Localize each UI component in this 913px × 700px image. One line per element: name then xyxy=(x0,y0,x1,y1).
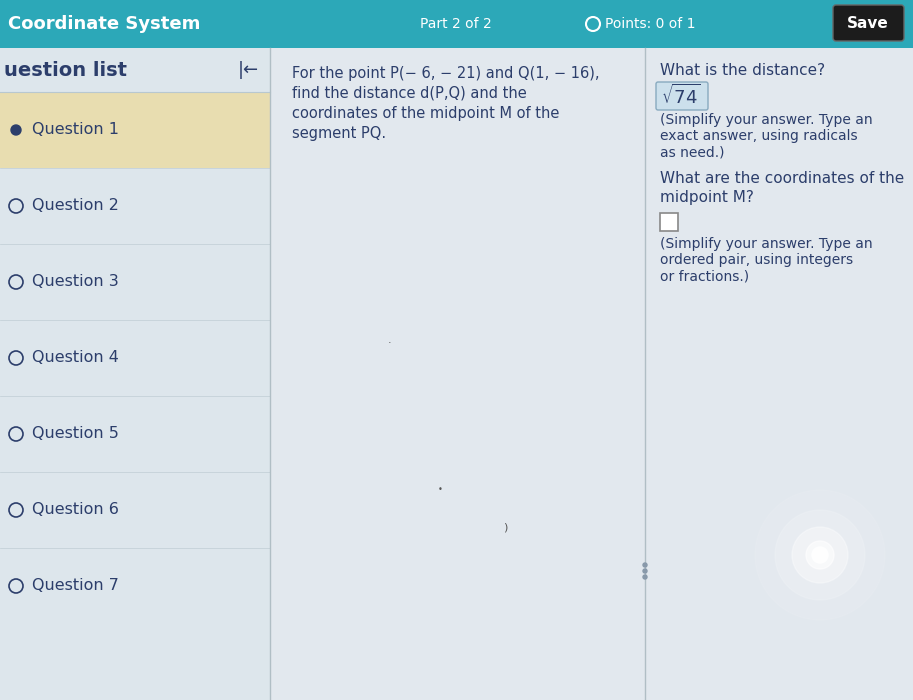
Text: $\sqrt{74}$: $\sqrt{74}$ xyxy=(661,84,701,108)
Text: Part 2 of 2: Part 2 of 2 xyxy=(420,17,492,31)
Text: exact answer, using radicals: exact answer, using radicals xyxy=(660,129,857,143)
FancyBboxPatch shape xyxy=(270,48,645,700)
Circle shape xyxy=(775,510,865,600)
Text: Points: 0 of 1: Points: 0 of 1 xyxy=(605,17,696,31)
Text: •: • xyxy=(437,486,443,494)
Text: or fractions.): or fractions.) xyxy=(660,269,750,283)
Circle shape xyxy=(643,575,647,579)
Text: .: . xyxy=(388,335,392,345)
Text: coordinates of the midpoint M of the: coordinates of the midpoint M of the xyxy=(292,106,560,121)
FancyBboxPatch shape xyxy=(0,48,270,92)
Text: Question 6: Question 6 xyxy=(32,503,119,517)
Text: midpoint M?: midpoint M? xyxy=(660,190,754,205)
Circle shape xyxy=(11,125,21,135)
Text: Question 1: Question 1 xyxy=(32,122,119,137)
Text: Save: Save xyxy=(847,17,889,32)
Text: Question 2: Question 2 xyxy=(32,199,119,214)
Text: segment PQ.: segment PQ. xyxy=(292,126,386,141)
Circle shape xyxy=(812,547,828,563)
Text: as need.): as need.) xyxy=(660,145,725,159)
FancyBboxPatch shape xyxy=(656,82,708,110)
FancyBboxPatch shape xyxy=(660,213,678,231)
Text: For the point P(− 6, − 21) and Q(1, − 16),: For the point P(− 6, − 21) and Q(1, − 16… xyxy=(292,66,600,81)
Text: ): ) xyxy=(503,522,508,532)
FancyBboxPatch shape xyxy=(645,48,913,700)
Text: uestion list: uestion list xyxy=(4,60,127,80)
Circle shape xyxy=(755,490,885,620)
Text: ordered pair, using integers: ordered pair, using integers xyxy=(660,253,853,267)
Text: Question 7: Question 7 xyxy=(32,578,119,594)
Text: What is the distance?: What is the distance? xyxy=(660,63,825,78)
Text: (Simplify your answer. Type an: (Simplify your answer. Type an xyxy=(660,237,873,251)
Text: Question 5: Question 5 xyxy=(32,426,119,442)
Text: find the distance d(P,Q) and the: find the distance d(P,Q) and the xyxy=(292,86,527,101)
Text: What are the coordinates of the: What are the coordinates of the xyxy=(660,171,904,186)
Text: Question 4: Question 4 xyxy=(32,351,119,365)
Circle shape xyxy=(806,541,834,569)
FancyBboxPatch shape xyxy=(833,5,904,41)
FancyBboxPatch shape xyxy=(0,0,913,48)
Text: Coordinate System: Coordinate System xyxy=(8,15,200,33)
Circle shape xyxy=(792,527,848,583)
Text: |←: |← xyxy=(237,61,258,79)
Circle shape xyxy=(643,563,647,567)
Text: (Simplify your answer. Type an: (Simplify your answer. Type an xyxy=(660,113,873,127)
FancyBboxPatch shape xyxy=(0,92,270,168)
Text: Question 3: Question 3 xyxy=(32,274,119,290)
FancyBboxPatch shape xyxy=(0,48,270,700)
Circle shape xyxy=(643,569,647,573)
